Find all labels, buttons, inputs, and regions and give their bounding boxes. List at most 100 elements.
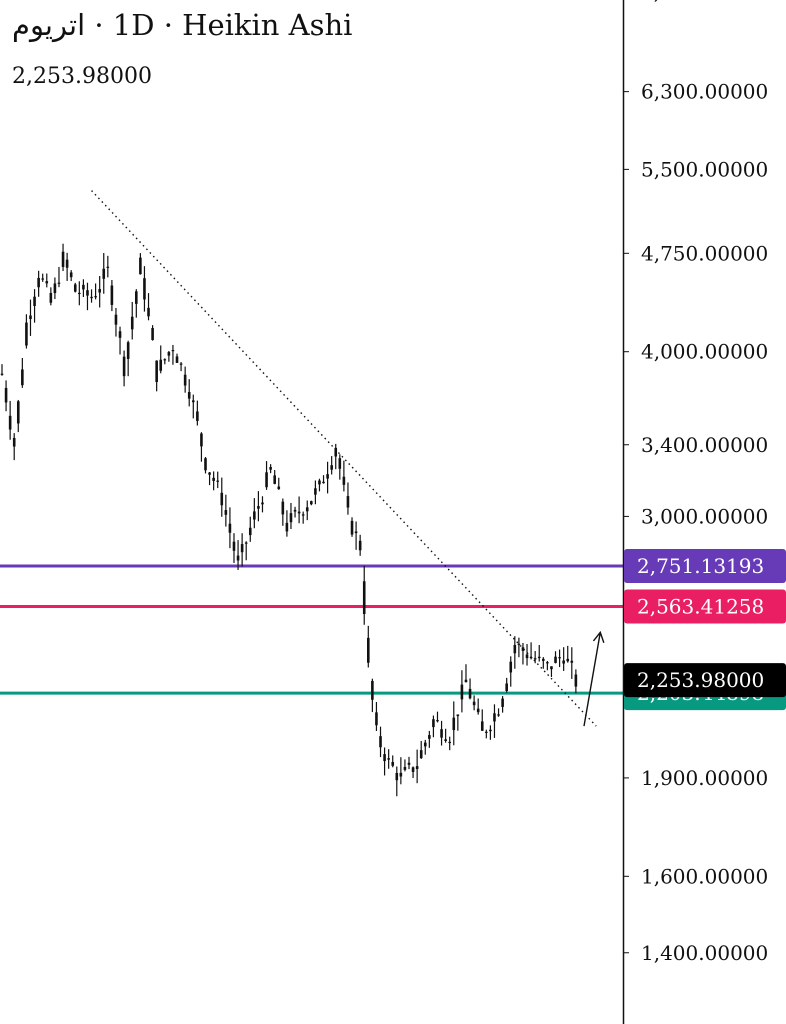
descending-trendline (91, 190, 597, 727)
candle (4, 380, 8, 412)
candle (537, 645, 541, 662)
candle-body (33, 296, 36, 307)
candle-body (0, 373, 4, 375)
candle-body (322, 481, 325, 484)
chart-style-label: Heikin Ashi (182, 8, 353, 42)
last-price-badge-label: 2,253.98000 (637, 668, 764, 692)
candle (358, 534, 362, 556)
candle-body (468, 688, 472, 699)
candle-body (196, 411, 199, 421)
candle-body (399, 772, 403, 777)
candle (423, 739, 427, 755)
candle (513, 636, 517, 669)
candle-body (289, 513, 293, 523)
candle-body (293, 509, 297, 512)
candle-body (342, 476, 346, 485)
candle (273, 470, 276, 485)
candle (411, 766, 415, 778)
candle (432, 715, 435, 738)
candle (69, 270, 73, 282)
candle-body (562, 660, 565, 664)
candle (118, 326, 122, 355)
candle-body (37, 277, 40, 288)
candle (196, 400, 199, 426)
candle-body (98, 289, 101, 293)
candle-body (513, 644, 517, 654)
candle-body (570, 660, 574, 663)
candle (501, 696, 504, 713)
candle (529, 642, 533, 660)
candle (191, 394, 195, 419)
candle-body (301, 514, 305, 516)
candle-body (8, 415, 12, 430)
candle (163, 358, 167, 365)
candle (395, 766, 399, 797)
candle (533, 651, 537, 664)
symbol-name: اتریوم (12, 8, 86, 42)
last-price-badge: 2,253.98000 (624, 663, 786, 698)
candle (21, 358, 24, 388)
candle (566, 645, 570, 663)
candle-body (257, 506, 260, 509)
tick-label: 4,750.00000 (641, 241, 768, 265)
candle-body (78, 292, 81, 295)
tick-label: 4,000.00000 (641, 340, 768, 364)
candle-body (82, 284, 85, 290)
candle (143, 266, 146, 312)
candle-body (285, 522, 289, 532)
candle (220, 477, 224, 517)
candle-body (187, 392, 191, 399)
tick-label: 3,400.00000 (641, 433, 768, 457)
candle (399, 757, 403, 785)
candle-body (566, 658, 570, 662)
candle-body (379, 736, 382, 748)
candle-body (558, 657, 561, 659)
candle-body (326, 474, 329, 479)
candle (497, 708, 500, 717)
candle-body (57, 282, 61, 284)
candle (562, 647, 565, 671)
candle (558, 649, 561, 668)
candle-body (375, 712, 378, 726)
candle (407, 756, 411, 770)
candle (289, 502, 293, 530)
candle-body (509, 661, 513, 673)
candle (86, 282, 89, 311)
candle-body (16, 401, 20, 424)
candle (281, 498, 285, 526)
candle (314, 480, 317, 505)
candle-body (224, 510, 228, 515)
pink-level-badge: 2,563.41258 (624, 589, 786, 624)
candle-body (61, 251, 65, 267)
candle (94, 283, 97, 300)
candle-body (476, 708, 480, 713)
candle (78, 281, 81, 306)
candle-body (253, 511, 256, 520)
candle (126, 340, 130, 377)
tick-label: 7,500.00000 (641, 0, 768, 4)
candle (391, 755, 395, 768)
candle (468, 678, 472, 700)
candle (224, 494, 228, 527)
candle-body (480, 721, 484, 731)
candle (204, 457, 207, 474)
pink-level-badge-label: 2,563.41258 (637, 594, 764, 618)
candle-body (432, 719, 435, 728)
candle (517, 637, 521, 658)
candle (546, 661, 549, 671)
candle-body (236, 555, 240, 561)
candle-body (310, 501, 313, 505)
price-axis-ticks: 9,000.000007,500.000006,300.000005,500.0… (623, 0, 768, 965)
purple-level-badge-label: 2,751.13193 (637, 554, 764, 578)
candle (12, 433, 16, 461)
candle (322, 475, 325, 484)
purple-level-badge-bg (624, 548, 786, 583)
candle-body (440, 729, 443, 738)
price-badges: 2,751.131932,563.412582,203.448982,253.9… (624, 548, 786, 711)
candle-body (501, 698, 504, 707)
candle-body (517, 643, 521, 645)
candle (448, 736, 451, 751)
candle (505, 677, 508, 693)
candle (480, 709, 484, 732)
